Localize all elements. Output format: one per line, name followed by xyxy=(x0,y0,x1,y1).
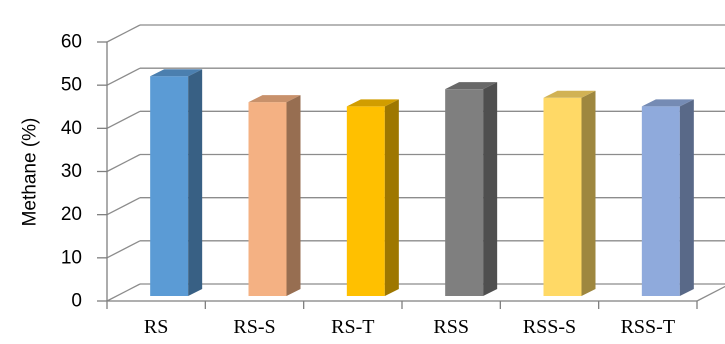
bar-front xyxy=(248,102,287,296)
gridline-depth-10 xyxy=(106,240,141,259)
bar-side xyxy=(581,90,596,296)
y-tick-label: 40 xyxy=(61,118,82,139)
x-tick-labels: RS RS-S RS-T RSS RSS-S RSS-T xyxy=(144,316,675,338)
bar-top xyxy=(150,69,203,77)
bar-front xyxy=(543,97,582,296)
y-tick-labels: 0 10 20 30 40 50 60 xyxy=(61,32,82,312)
bar-top xyxy=(346,99,399,107)
bar-front xyxy=(346,106,385,296)
x-tick-label: RS-T xyxy=(331,316,374,338)
y-axis-label: Methane (%) xyxy=(20,118,41,227)
grid-layer xyxy=(106,24,725,302)
floor-right-edge xyxy=(696,285,725,302)
y-tick-label: 60 xyxy=(61,32,82,53)
bar-rs-s xyxy=(248,95,301,296)
bar-front xyxy=(641,106,680,296)
bar-side xyxy=(384,99,399,296)
bar-side xyxy=(286,95,301,296)
bar-layer xyxy=(150,69,694,297)
y-tick-label: 20 xyxy=(61,204,82,225)
bar-rss xyxy=(445,82,498,297)
bar-rs xyxy=(150,69,203,296)
bar-side xyxy=(188,69,203,296)
gridline-depth-20 xyxy=(106,197,141,216)
bar-side xyxy=(679,99,694,296)
axis-layer xyxy=(97,41,725,309)
bar-rss-t xyxy=(641,99,694,296)
bar-top xyxy=(641,99,694,107)
gridline-depth-60 xyxy=(106,24,141,43)
x-tick-label: RSS-S xyxy=(523,316,576,338)
bar-top xyxy=(445,82,498,90)
gridline-depth-0 xyxy=(106,283,141,302)
y-tick-label: 10 xyxy=(61,247,82,268)
gridline-depth-40 xyxy=(106,110,141,129)
x-tick-label: RS-S xyxy=(233,316,275,338)
bar-front xyxy=(445,89,484,297)
y-tick-label: 50 xyxy=(61,75,82,96)
x-tick-label: RSS xyxy=(433,316,469,338)
bar-top xyxy=(543,90,596,98)
bar-front xyxy=(150,76,189,296)
gridline-depth-30 xyxy=(106,153,141,173)
y-tick-label: 0 xyxy=(71,291,82,312)
bar-side xyxy=(483,82,498,297)
bar-rs-t xyxy=(346,99,399,296)
x-tick-label: RSS-T xyxy=(621,316,675,338)
y-tick-label: 30 xyxy=(61,161,82,182)
x-tick-label: RS xyxy=(144,316,168,338)
gridline-depth-50 xyxy=(106,67,141,86)
bar-top xyxy=(248,95,301,103)
bar-rss-s xyxy=(543,90,596,296)
